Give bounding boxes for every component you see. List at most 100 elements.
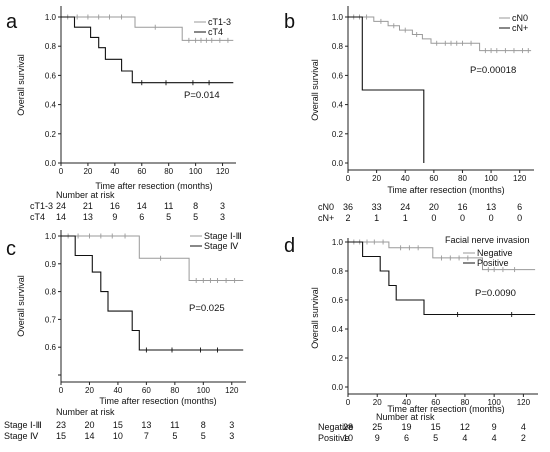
- x-tick-label: 80: [458, 174, 467, 183]
- legend-label-series-2: cN+: [512, 23, 528, 33]
- y-axis-label: Overall survival: [310, 287, 320, 349]
- y-axis-label: Overall survival: [310, 59, 320, 121]
- risk-row-label: cN+: [318, 213, 334, 223]
- x-tick-label: 40: [402, 398, 411, 407]
- y-ticks: 0.0 0.2 0.4 0.6 0.8 1.0: [332, 13, 348, 168]
- legend-label-series-2: Stage Ⅳ: [204, 241, 239, 251]
- risk-value: 10: [343, 433, 353, 443]
- x-tick-label: 100: [487, 398, 501, 407]
- x-axis-label: Time after resection (months): [387, 185, 504, 195]
- p-value: P=0.00018: [470, 65, 516, 76]
- y-tick-label: 0.0: [45, 159, 57, 168]
- risk-value: 14: [137, 201, 147, 211]
- y-tick-label: 0.6: [332, 71, 344, 80]
- survival-curve-series-2: [348, 16, 425, 163]
- survival-curve-series-2: [348, 241, 536, 316]
- x-tick-label: 80: [170, 386, 179, 395]
- risk-table: cN0 cN+ 36 33 24 20 16 13 6 2 1 1 0 0 0 0: [318, 202, 522, 223]
- x-tick-label: 20: [83, 167, 92, 176]
- panel-d: d 0.0 0.2 0.4 0.6 0.8 1.0 0 20 40 60 80 100 120 Tim…: [284, 235, 538, 443]
- y-tick-label: 0.9: [45, 260, 57, 269]
- x-tick-label: 100: [189, 167, 203, 176]
- panel-b: b 0.00.20.40.60.81.0 0 20 40 60 80 100 120 Tim…: [284, 6, 534, 223]
- panel-letter: c: [6, 238, 16, 260]
- legend-title: Facial nerve invasion: [445, 235, 530, 245]
- risk-value: 5: [172, 431, 177, 441]
- risk-value: 15: [113, 420, 123, 430]
- risk-row-label: Stage Ⅳ: [4, 431, 39, 441]
- risk-value: 4: [492, 433, 497, 443]
- y-tick-label: 1.0: [332, 238, 344, 247]
- x-tick-label: 80: [164, 167, 173, 176]
- risk-value: 3: [229, 420, 234, 430]
- x-tick-label: 120: [216, 167, 230, 176]
- risk-table-title: Number at risk: [56, 190, 115, 200]
- survival-curves: [61, 14, 234, 86]
- risk-value: 13: [141, 420, 151, 430]
- x-ticks: 0 20 40 60 80 100 120: [59, 382, 239, 395]
- risk-value: 10: [113, 431, 123, 441]
- risk-value: 16: [110, 201, 120, 211]
- x-axis-label: Time after resection (months): [99, 396, 216, 406]
- risk-value: 9: [112, 212, 117, 222]
- legend-label-series-2: cT4: [208, 27, 223, 37]
- x-tick-label: 0: [59, 167, 64, 176]
- risk-value: 2: [521, 433, 526, 443]
- risk-value: 24: [400, 202, 410, 212]
- risk-row-label: cT4: [30, 212, 45, 222]
- x-axis-label: Time after resection (months): [387, 404, 504, 414]
- risk-value: 5: [201, 431, 206, 441]
- legend-label-series-1: cT1-3: [208, 17, 231, 27]
- risk-table: cT1-3 cT4 24 21 16 14 11 8 3 14 13 9 6 5 5 3: [30, 201, 225, 222]
- risk-value: 0: [489, 213, 494, 223]
- risk-value: 33: [372, 202, 382, 212]
- panel-letter: a: [6, 11, 18, 33]
- y-tick-label: 0.8: [332, 267, 344, 276]
- y-tick-label: 0.4: [332, 325, 344, 334]
- risk-value: 25: [372, 422, 382, 432]
- risk-value: 36: [343, 202, 353, 212]
- risk-value: 14: [84, 431, 94, 441]
- risk-value: 6: [517, 202, 522, 212]
- x-tick-label: 40: [110, 167, 119, 176]
- risk-value: 14: [56, 212, 66, 222]
- risk-value: 11: [170, 420, 179, 430]
- risk-row-label: cT1-3: [30, 201, 53, 211]
- risk-value: 1: [403, 213, 408, 223]
- risk-table: Negative Positive 28 25 19 15 12 9 410 9 6 5 4 4 2: [318, 422, 526, 443]
- risk-table-title: Number at risk: [56, 407, 115, 417]
- risk-value: 19: [401, 422, 411, 432]
- risk-value: 8: [193, 201, 198, 211]
- risk-value: 3: [220, 212, 225, 222]
- risk-value: 7: [144, 431, 149, 441]
- risk-values: 36 33 24 20 16 13 6 2 1 1 0 0 0 0: [343, 202, 522, 223]
- risk-value: 12: [460, 422, 470, 432]
- legend: Stage Ⅰ-Ⅲ Stage Ⅳ: [190, 231, 242, 251]
- risk-value: 21: [83, 201, 93, 211]
- y-tick-label: 0.2: [45, 130, 57, 139]
- risk-value: 11: [164, 201, 173, 211]
- risk-row-label: Positive: [318, 433, 350, 443]
- risk-value: 1: [374, 213, 379, 223]
- survival-curve-series-1: [61, 235, 244, 281]
- risk-row-label: Negative: [318, 422, 354, 432]
- survival-curve-series-2: [61, 16, 234, 84]
- x-tick-label: 20: [373, 398, 382, 407]
- risk-value: 8: [201, 420, 206, 430]
- panel-a: a 0.0 0.2 0.4 0.6 0.8 1.0 0 20 40 60 80 100 120 Tim…: [6, 6, 236, 222]
- risk-value: 0: [460, 213, 465, 223]
- x-tick-label: 120: [517, 398, 531, 407]
- y-tick-label: 0.4: [45, 101, 57, 110]
- survival-curve-series-2: [61, 235, 244, 351]
- x-tick-label: 0: [346, 398, 351, 407]
- y-ticks: 0.0 0.2 0.4 0.6 0.8 1.0: [45, 13, 61, 168]
- panel-letter: d: [284, 235, 295, 257]
- risk-value: 6: [139, 212, 144, 222]
- risk-value: 15: [431, 422, 441, 432]
- y-tick-label: 0.4: [332, 101, 344, 110]
- y-tick-label: 0.0: [332, 159, 344, 168]
- x-axis-label: Time after resection (months): [95, 181, 212, 191]
- y-tick-label: 0.6: [45, 71, 57, 80]
- risk-values: 23 20 15 13 11 8 3 15 14 10 7 5 5 3: [56, 420, 234, 441]
- y-tick-label: 0.6: [45, 343, 57, 352]
